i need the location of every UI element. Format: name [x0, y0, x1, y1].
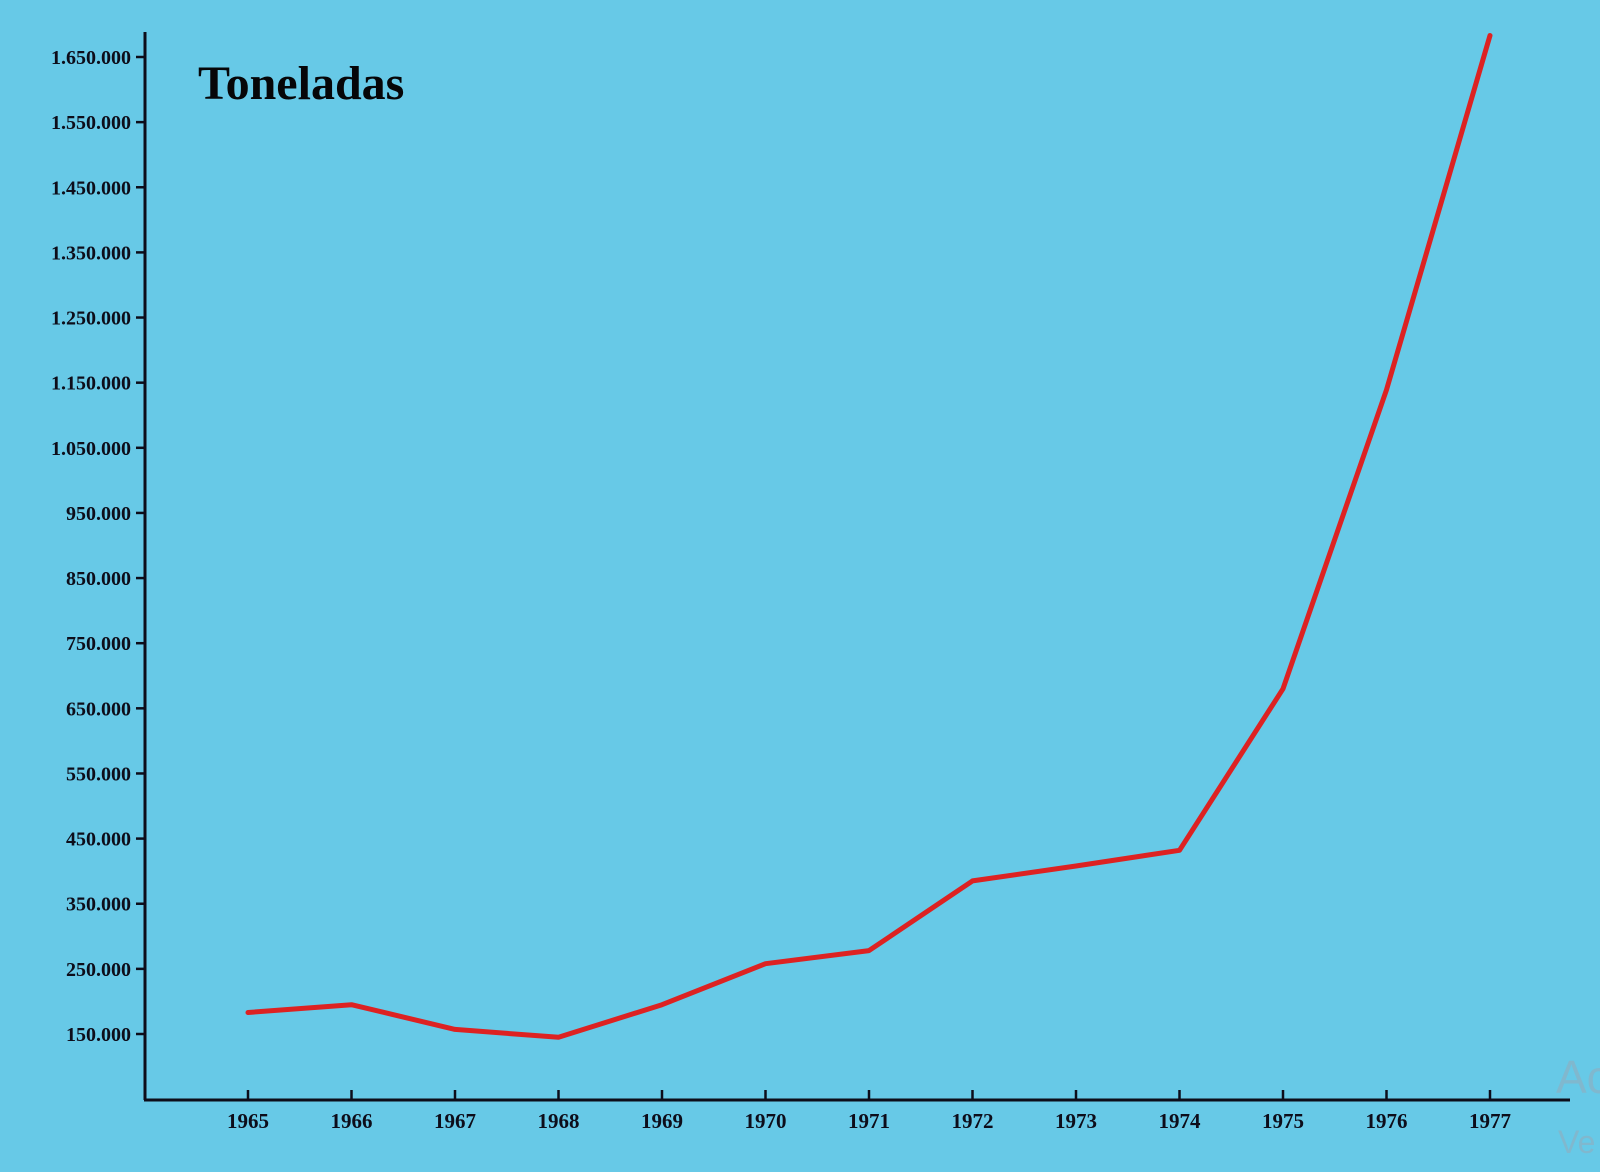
y-tick-label: 1.650.000 — [51, 47, 131, 69]
y-tick-label: 450.000 — [66, 829, 131, 851]
x-tick-label: 1971 — [848, 1109, 890, 1133]
x-tick-label: 1977 — [1469, 1109, 1511, 1133]
y-tick-label: 1.150.000 — [51, 373, 131, 395]
watermark-text: Ac — [1556, 1051, 1600, 1103]
y-tick-label: 150.000 — [66, 1024, 131, 1046]
x-tick-label: 1970 — [745, 1109, 787, 1133]
x-tick-label: 1976 — [1366, 1109, 1408, 1133]
x-axis: 1965 1966 1967 1968 1969 1970 1971 1972 1973 1974… — [144, 1090, 1570, 1133]
y-tick-label: 1.250.000 — [51, 308, 131, 330]
x-tick-label: 1969 — [641, 1109, 683, 1133]
x-tick-label: 1974 — [1159, 1109, 1202, 1133]
y-tick-label: 1.350.000 — [51, 242, 131, 264]
y-tick-label: 250.000 — [66, 959, 131, 981]
chart-title: Toneladas — [198, 57, 404, 110]
y-tick-label: 750.000 — [66, 633, 131, 655]
y-tick-label: 350.000 — [66, 894, 131, 916]
x-tick-label: 1973 — [1055, 1109, 1097, 1133]
x-tick-label: 1965 — [227, 1109, 269, 1133]
y-tick-label: 550.000 — [66, 763, 131, 785]
y-tick-label: 950.000 — [66, 503, 131, 525]
series-line-toneladas — [245, 33, 1493, 1040]
x-tick-label: 1967 — [434, 1109, 476, 1133]
y-tick-label: 650.000 — [66, 698, 131, 720]
x-tick-label: 1975 — [1262, 1109, 1304, 1133]
x-tick-label: 1966 — [331, 1109, 373, 1133]
y-tick-label: 1.050.000 — [51, 438, 131, 460]
x-tick-label: 1968 — [538, 1109, 580, 1133]
y-tick-label: 1.550.000 — [51, 112, 131, 134]
y-axis: 150.000 250.000 350.000 450.000 550.000 650.0… — [51, 32, 147, 1100]
watermark-text: Ve — [1558, 1124, 1596, 1160]
x-tick-label: 1972 — [952, 1109, 994, 1133]
y-tick-label: 850.000 — [66, 568, 131, 590]
y-tick-label: 1.450.000 — [51, 177, 131, 199]
